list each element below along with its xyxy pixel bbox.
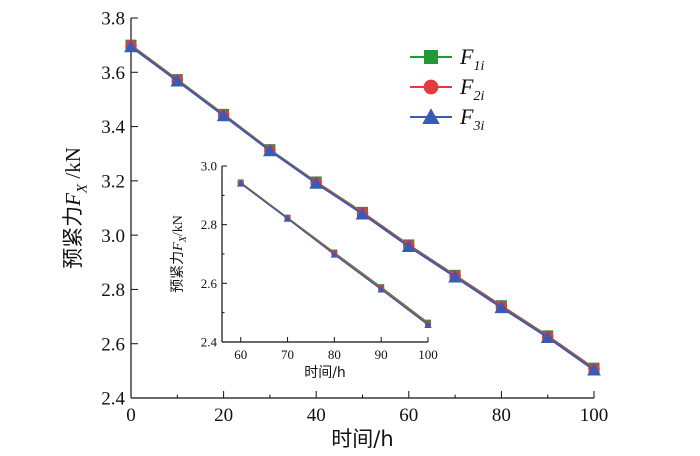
y-tick-label: 2.4 [201,335,218,350]
legend-item-F2i: F2i [410,74,484,104]
data-point-F3i [263,143,277,157]
main-plot: 2.4 2.6 2.8 3.0 3.2 3.4 3.6 3.8 0 20 40 60 80 100 时间/h… [61,9,608,451]
y-label-unit: /kN [61,147,85,184]
data-point-F3i [236,179,245,187]
y-tick-label: 3.2 [101,172,125,193]
y-tick-label: 3.6 [101,63,125,84]
y-label-variable: F [171,242,186,252]
legend-item-F3i: F3i [410,104,484,134]
y-tick-label: 2.4 [101,389,125,410]
y-label-subscript: X [178,235,189,243]
x-tick-label: 0 [126,405,136,426]
x-tick-label: 20 [214,405,233,426]
y-label-variable: F [61,193,85,207]
x-tick-label: 70 [281,347,294,362]
legend-swatch-marker [423,79,439,95]
legend-item-F1i: F1i [410,44,484,74]
y-tick-label: 3.4 [101,117,125,138]
legend-label: F3i [459,104,484,134]
legend-swatch-marker [424,50,438,64]
y-tick-label: 2.6 [101,334,125,355]
data-point-F3i [170,74,185,87]
data-point-F3i [309,176,324,189]
data-point-F3i [377,285,385,293]
data-point-F3i [283,215,292,222]
data-point-F3i [540,330,555,343]
x-tick-label: 90 [375,347,388,362]
x-tick-label: 60 [234,347,247,362]
y-axis-label: 预紧力FX /kN [61,147,90,269]
x-tick-label: 80 [328,347,341,362]
legend-label-var: F [459,44,474,69]
x-axis-label: 时间/h [331,427,393,451]
x-tick-label: 100 [580,405,609,426]
x-tick-label: 60 [399,405,418,426]
inset-plot: 2.4 2.6 2.8 3.0 60 70 80 90 100 时间/h 预紧力FX/kN [170,159,438,381]
legend-label-sub: 1i [473,59,484,74]
data-point-F3i [587,363,601,376]
data-point-F3i [216,108,231,122]
x-tick-label: 100 [418,347,438,362]
x-axis-label: 时间/h [304,365,346,381]
data-point-F3i [124,39,138,53]
data-point-F3i [401,239,416,253]
data-point-F3i [330,250,339,258]
legend-label-sub: 3i [472,119,484,134]
legend-label: F1i [459,44,484,74]
y-label-unit: /kN [171,215,186,236]
series-line-F1i [130,44,595,369]
y-tick-label: 2.6 [201,276,218,291]
data-point-F3i [494,300,509,314]
legend-label-var: F [459,74,474,99]
y-tick-label: 3.0 [101,226,125,247]
y-tick-label: 2.8 [201,217,217,232]
y-label-subscript: X [74,183,90,194]
y-tick-label: 2.8 [101,280,125,301]
y-tick-label: 3.8 [101,9,125,30]
x-tick-label: 40 [307,405,326,426]
data-point-F3i [355,207,370,220]
legend-label-sub: 2i [473,89,484,104]
y-label-prefix: 预紧力 [170,251,186,293]
legend-swatch-marker [422,108,440,124]
y-label-prefix: 预紧力 [61,206,85,269]
legend-label-var: F [459,104,474,129]
legend-label: F2i [459,74,484,104]
y-axis-label: 预紧力FX/kN [170,215,189,293]
x-tick-label: 80 [492,405,511,426]
data-point-F3i [424,321,432,328]
data-point-F3i [448,270,462,283]
y-tick-label: 3.0 [201,159,217,174]
